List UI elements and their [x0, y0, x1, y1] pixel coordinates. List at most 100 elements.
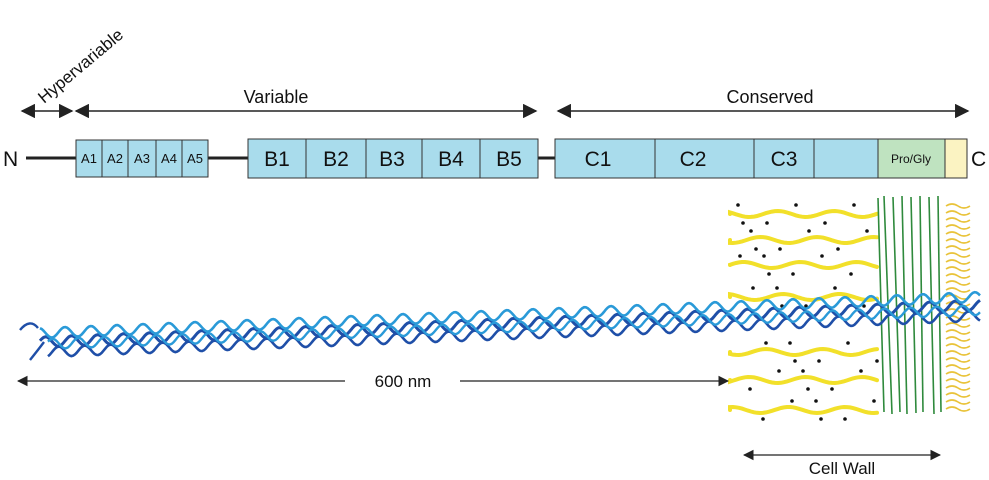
repeat-b5-label: B5 — [496, 148, 522, 171]
repeat-c2 — [654, 138, 755, 179]
repeat-c3-label: C3 — [771, 148, 798, 171]
lipid-dot — [777, 369, 781, 373]
fringe-strand — [945, 245, 971, 251]
lipid-dot — [778, 247, 782, 251]
repeat-a2-label: A2 — [107, 151, 123, 166]
repeat-b2-label: B2 — [323, 148, 349, 171]
fringe-strand — [945, 231, 971, 237]
fringe-strand — [945, 385, 971, 391]
lipid-dot — [748, 387, 752, 391]
fringe-strand — [945, 280, 971, 286]
lipid-dot — [859, 369, 863, 373]
lipid-dot — [843, 417, 847, 421]
lipid-dot — [749, 229, 753, 233]
repeat-a1-label: A1 — [81, 151, 97, 166]
helix-strand-light-2 — [47, 304, 981, 350]
lipid-strand — [728, 208, 879, 220]
fringe-strand — [945, 371, 971, 377]
lipid-dot — [736, 203, 740, 207]
repeat-a1 — [75, 139, 103, 178]
lipid-dot — [823, 221, 827, 225]
fringe-strand — [945, 301, 971, 307]
pro-gly-label: Pro/Gly — [891, 152, 931, 166]
repeat-a5 — [181, 139, 209, 178]
fringe-strand — [945, 266, 971, 272]
repeat-b5 — [479, 138, 539, 179]
membrane-fringe — [945, 203, 971, 412]
lipid-dot — [875, 359, 879, 363]
c-repeat-labels: C1 C2 C3 — [585, 148, 798, 171]
lipid-strand — [728, 374, 879, 386]
helix-tail — [19, 322, 39, 331]
repeat-c1-label: C1 — [585, 148, 612, 171]
lipid-dot — [817, 359, 821, 363]
repeat-b2 — [305, 138, 367, 179]
repeat-b1-label: B1 — [264, 148, 290, 171]
lipid-dot — [793, 359, 797, 363]
lipid-dot — [830, 387, 834, 391]
lipid-dot — [762, 254, 766, 258]
fringe-strand — [945, 329, 971, 335]
repeat-b4-label: B4 — [438, 148, 464, 171]
lipid-dot — [794, 203, 798, 207]
membrane-anchor — [944, 138, 968, 179]
lipid-dot — [865, 229, 869, 233]
conserved-label: Conserved — [726, 87, 813, 107]
lipid-dot — [741, 221, 745, 225]
helix-tail — [29, 341, 45, 361]
repeat-a4-label: A4 — [161, 151, 177, 166]
fringe-strand — [945, 203, 971, 209]
hypervariable-label: Hypervariable — [34, 25, 127, 107]
b-repeats — [247, 138, 539, 179]
n-terminus-label: N — [3, 148, 18, 171]
fringe-strand — [945, 287, 971, 293]
fringe-strand — [945, 273, 971, 279]
lipid-strand — [728, 404, 879, 416]
length-label: 600 nm — [375, 372, 432, 391]
fringe-strand — [945, 406, 971, 412]
repeat-c2-label: C2 — [680, 148, 707, 171]
fringe-strand — [945, 224, 971, 230]
fringe-strand — [945, 238, 971, 244]
lipid-dot — [788, 341, 792, 345]
repeat-c1 — [554, 138, 656, 179]
repeat-b3-label: B3 — [379, 148, 405, 171]
repeat-c3 — [753, 138, 815, 179]
lipid-dot — [846, 341, 850, 345]
fringe-strand — [945, 357, 971, 363]
repeat-c4 — [813, 138, 879, 179]
cell-wall-fibers — [877, 195, 942, 415]
lipid-dot — [852, 203, 856, 207]
fringe-strand — [945, 392, 971, 398]
b-repeat-labels: B1 B2 B3 B4 B5 — [264, 148, 522, 171]
lipid-dot — [765, 221, 769, 225]
fringe-strand — [945, 217, 971, 223]
helix-strand-light — [39, 290, 981, 339]
helix-strand-dark — [38, 299, 981, 348]
c-repeats — [554, 138, 879, 179]
helix-strand-dark-2 — [47, 310, 981, 358]
fringe-strand — [945, 210, 971, 216]
fringe-strand — [945, 252, 971, 258]
cell-wall-lipids — [728, 203, 879, 421]
lipid-dot — [764, 341, 768, 345]
lipid-dot — [833, 286, 837, 290]
lipid-dot — [806, 387, 810, 391]
lipid-dot — [819, 417, 823, 421]
repeat-b3 — [365, 138, 423, 179]
a-repeat-labels: A1 A2 A3 A4 A5 — [81, 151, 203, 166]
pro-gly-region — [877, 138, 946, 179]
a-repeats — [75, 139, 209, 178]
repeat-b4 — [421, 138, 481, 179]
variable-label: Variable — [244, 87, 309, 107]
lipid-strand — [728, 346, 879, 358]
lipid-dot — [820, 254, 824, 258]
cell-wall-label: Cell Wall — [809, 459, 875, 478]
lipid-dot — [872, 399, 876, 403]
lipid-dot — [814, 399, 818, 403]
lipid-dot — [807, 229, 811, 233]
coiled-coil-fiber — [19, 290, 981, 361]
lipid-dot — [849, 272, 853, 276]
fringe-strand — [945, 378, 971, 384]
